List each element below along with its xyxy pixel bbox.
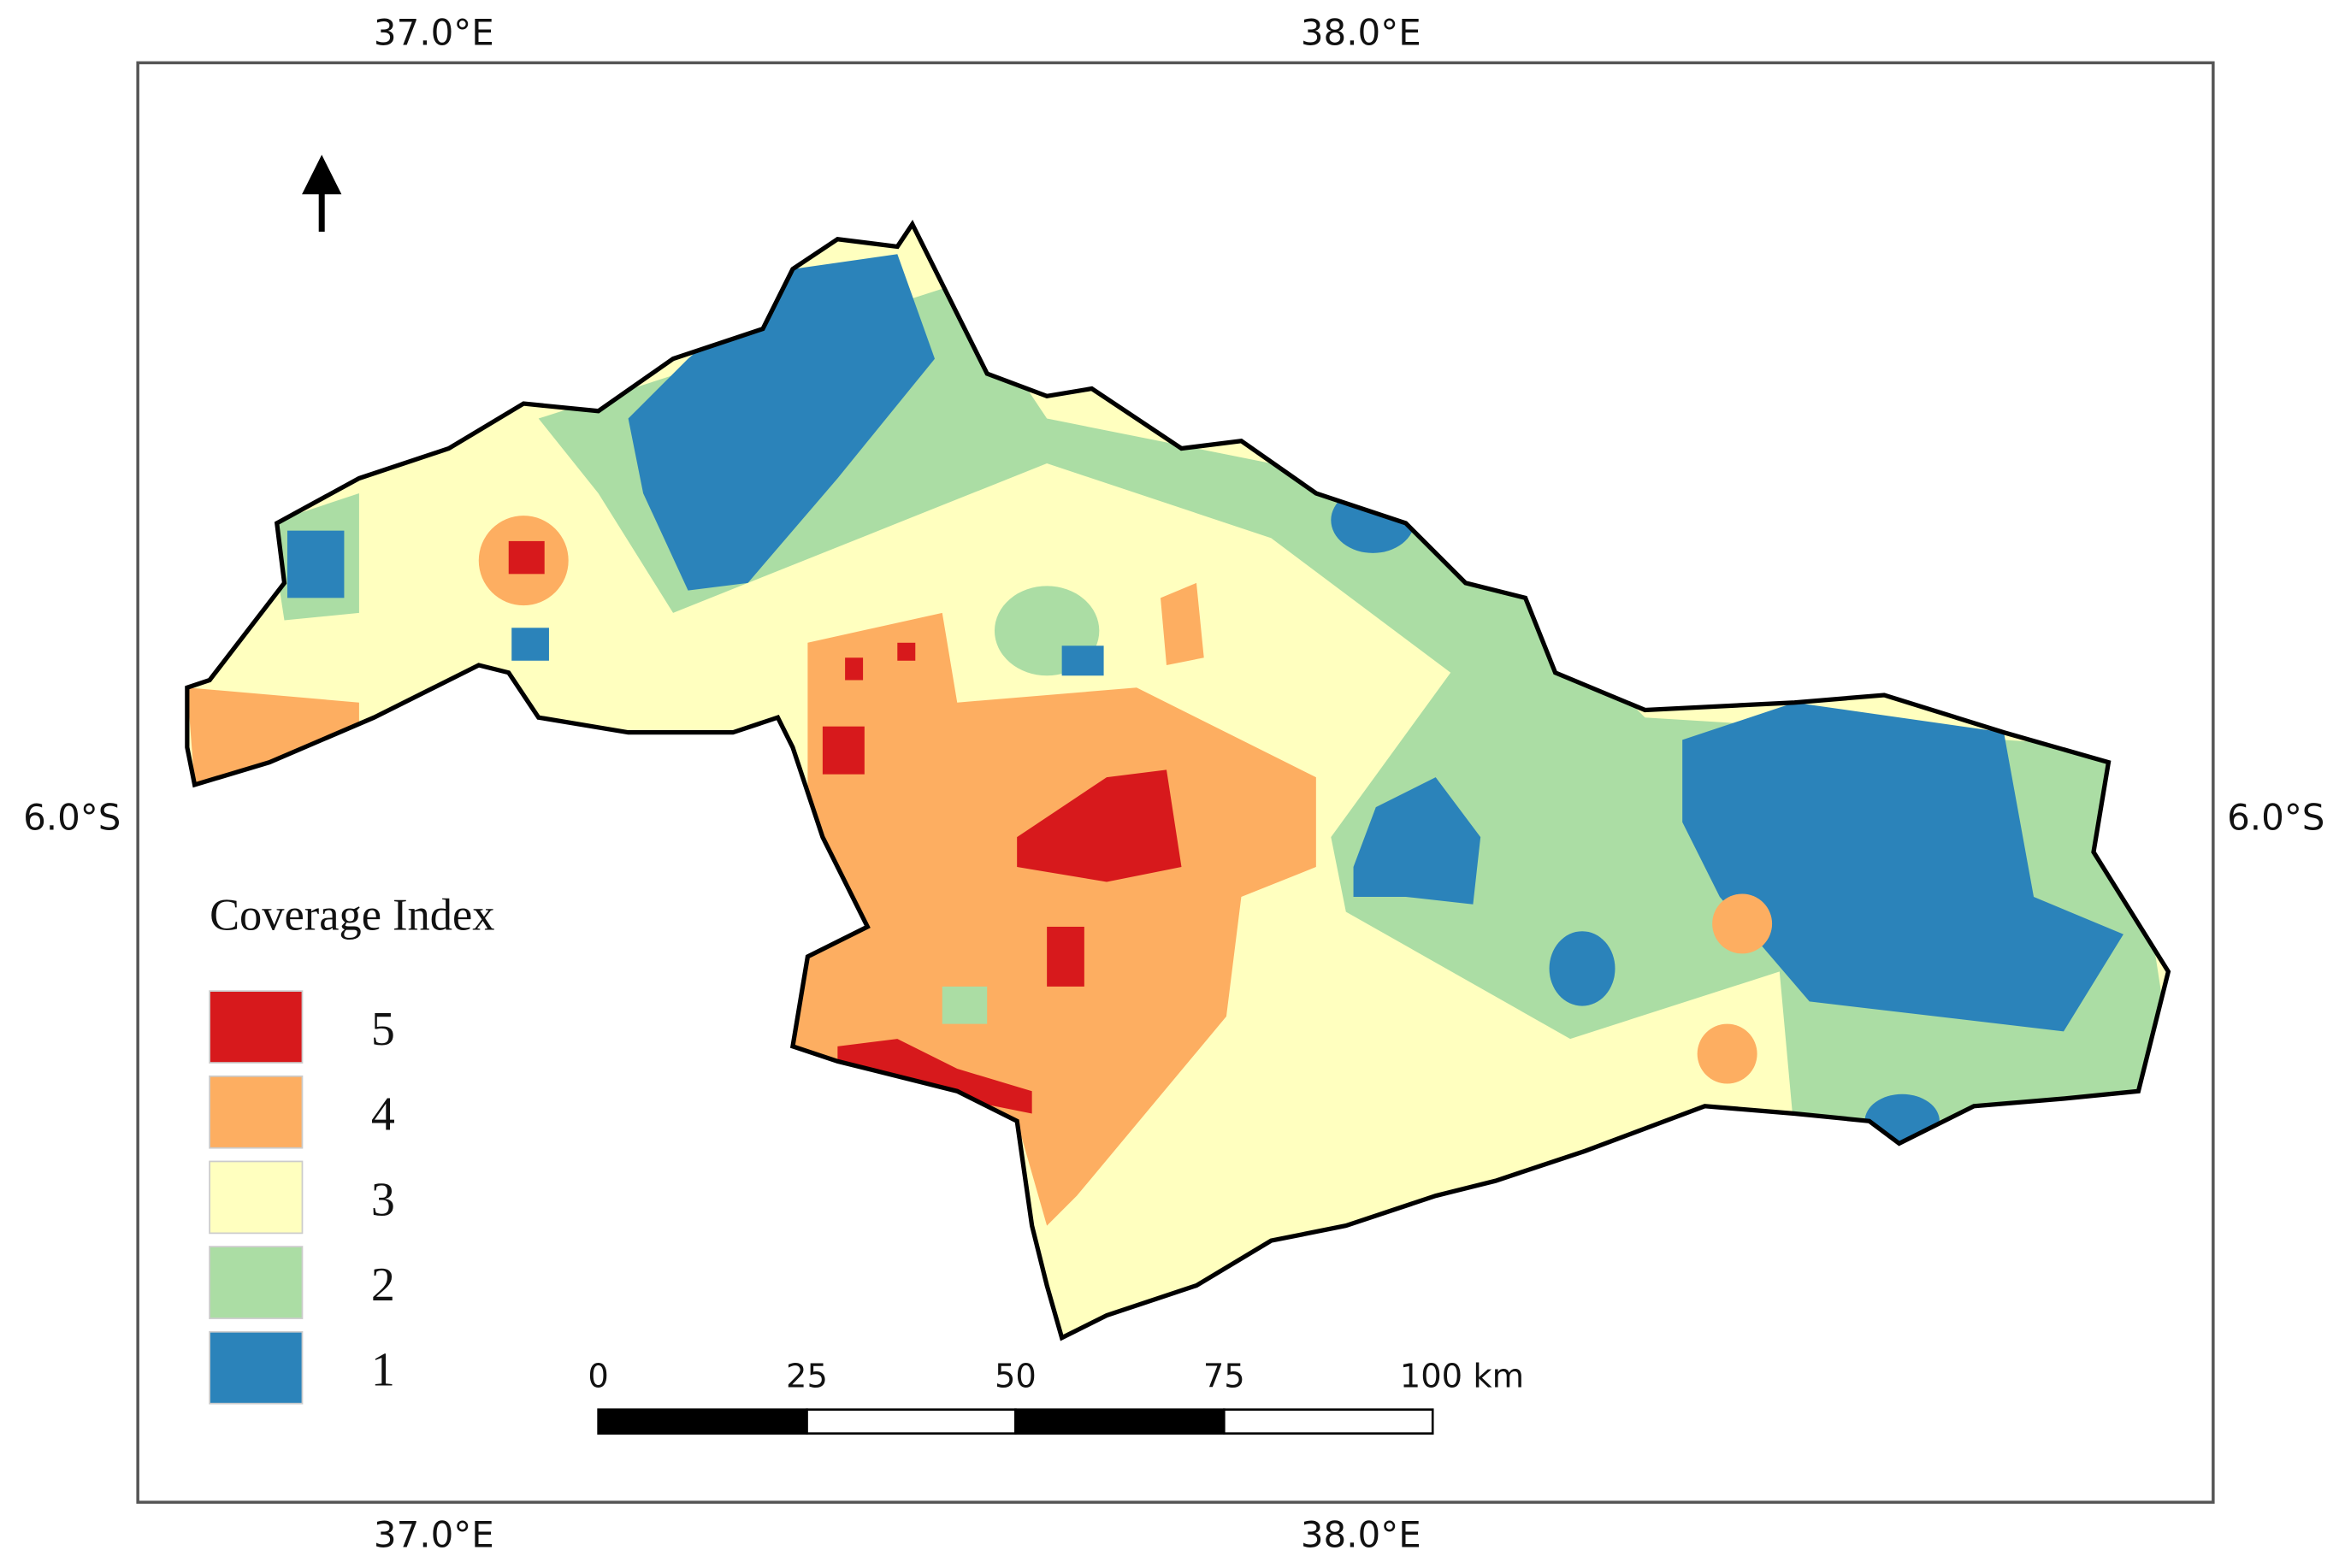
legend-swatch	[209, 1330, 304, 1405]
legend-swatch	[209, 990, 304, 1064]
scale-segment	[806, 1408, 1017, 1435]
lon-label: 38.0°E	[1301, 11, 1421, 53]
legend-label: 4	[371, 1088, 395, 1141]
scale-label: 25	[786, 1357, 828, 1395]
legend: 5 4 3 2 1	[209, 990, 395, 1405]
scale-segment	[1014, 1408, 1226, 1435]
legend-label: 5	[371, 1003, 395, 1056]
scale-bar: 0 25 50 75 100 km	[588, 1357, 1524, 1435]
scale-label: 50	[995, 1357, 1037, 1395]
map-frame	[136, 61, 2215, 1504]
legend-title: Coverage Index	[210, 890, 494, 940]
legend-label: 3	[371, 1173, 395, 1226]
lon-label: 37.0°E	[374, 1514, 494, 1556]
scale-label: 75	[1203, 1357, 1245, 1395]
lon-label: 38.0°E	[1301, 1514, 1421, 1556]
legend-label: 1	[371, 1344, 395, 1397]
legend-label: 2	[371, 1259, 395, 1312]
lon-label: 37.0°E	[374, 11, 494, 53]
lat-label: 6.0°S	[2227, 796, 2324, 838]
scale-segment	[1223, 1408, 1434, 1435]
legend-swatch	[209, 1246, 304, 1319]
scale-label: 100 km	[1400, 1357, 1524, 1395]
legend-swatch	[209, 1160, 304, 1235]
lat-label: 6.0°S	[23, 796, 121, 838]
scale-label: 0	[588, 1357, 608, 1395]
north-arrow	[302, 155, 342, 232]
scale-segment	[597, 1408, 808, 1435]
coverage-raster	[186, 224, 2169, 1338]
legend-swatch	[209, 1075, 304, 1149]
